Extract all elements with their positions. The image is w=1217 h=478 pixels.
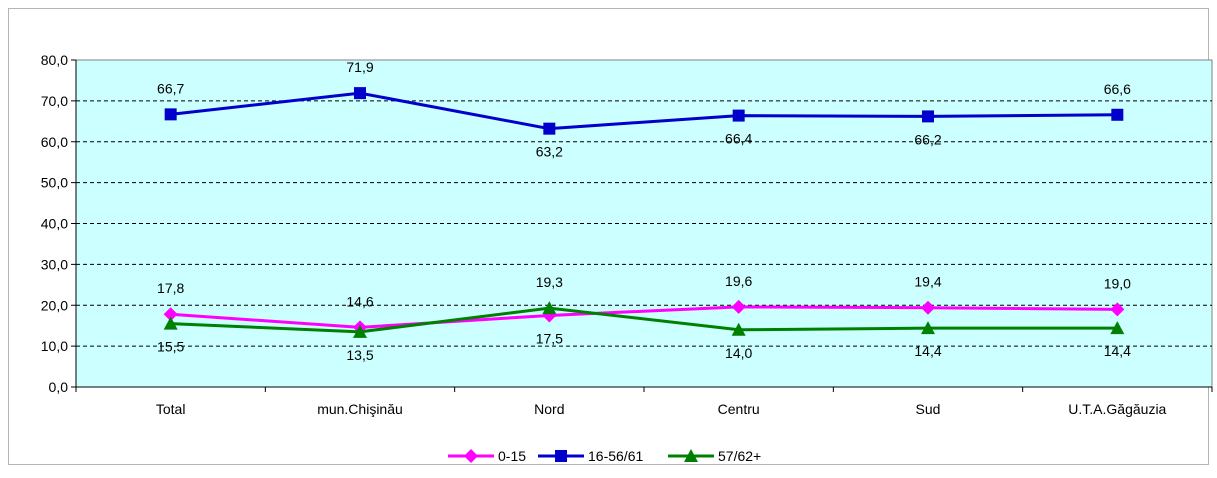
series-line [170, 91, 1118, 131]
data-point-marker [731, 322, 746, 336]
legend-item: 0-15 [448, 448, 526, 464]
data-label: 13,5 [346, 347, 373, 363]
y-tick-label: 50,0 [41, 175, 68, 191]
data-label: 66,2 [914, 131, 941, 147]
x-tick-label: Total [156, 401, 186, 417]
data-point-marker [555, 450, 567, 462]
series-line [170, 305, 1118, 329]
x-tick-label: U.T.A.Găgăuzia [1068, 401, 1166, 417]
y-tick-label: 80,0 [41, 52, 68, 68]
legend-label: 57/62+ [718, 448, 761, 464]
legend-item: 57/62+ [668, 448, 761, 464]
data-point-marker [684, 449, 698, 462]
data-label: 14,6 [346, 293, 373, 309]
y-tick-label: 60,0 [41, 134, 68, 150]
data-point-marker [731, 299, 746, 314]
data-point-marker [543, 122, 556, 135]
y-tick-label: 0,0 [49, 379, 69, 395]
data-label: 66,7 [157, 80, 184, 96]
x-tick-label: Sud [916, 401, 941, 417]
legend: 0-15 16-56/61 57/62+ [448, 448, 761, 464]
data-label: 19,4 [914, 274, 941, 290]
series-line [170, 306, 1118, 334]
data-label: 19,3 [536, 274, 563, 290]
data-point-marker [921, 300, 935, 315]
data-point-marker [163, 316, 178, 330]
data-labels: 17,8 14,6 17,5 19,6 19,4 19,0 66,7 71,9 63,2 66,4… [157, 59, 1131, 363]
data-label: 14,4 [1104, 343, 1131, 359]
y-tick-label: 30,0 [41, 256, 68, 272]
y-tick-label: 40,0 [41, 216, 68, 232]
x-tick-label: Centru [718, 401, 760, 417]
data-label: 66,6 [1104, 81, 1131, 97]
data-label: 15,5 [157, 339, 184, 355]
x-tick-label: Nord [534, 401, 564, 417]
data-point-marker [464, 449, 478, 463]
axes: 0,0 10,0 20,0 30,0 40,0 50,0 60,0 70,0 80,0 Total… [41, 52, 1213, 417]
data-label: 14,4 [914, 343, 941, 359]
legend-item: 16-56/61 [538, 448, 643, 464]
data-point-marker [921, 321, 935, 335]
data-point-marker [163, 307, 178, 322]
data-point-marker [1110, 302, 1125, 317]
data-label: 66,4 [725, 131, 752, 147]
y-tick-label: 70,0 [41, 93, 68, 109]
data-label: 19,6 [725, 273, 752, 289]
data-label: 17,5 [536, 330, 563, 346]
data-label: 71,9 [346, 59, 373, 75]
data-label: 17,8 [157, 280, 184, 296]
y-tick-label: 20,0 [41, 297, 68, 313]
series-group [163, 87, 1125, 338]
y-tick-label: 10,0 [41, 338, 68, 354]
gridlines [76, 100, 1212, 347]
data-point-marker [1110, 321, 1125, 335]
legend-label: 16-56/61 [588, 448, 643, 464]
data-point-marker [1111, 108, 1124, 121]
data-point-marker [542, 301, 557, 315]
x-tick-label: mun.Chişinău [317, 401, 403, 417]
data-label: 14,0 [725, 345, 752, 361]
data-point-marker [732, 109, 745, 122]
data-point-marker [922, 110, 934, 123]
data-point-marker [164, 108, 177, 121]
data-label: 63,2 [536, 144, 563, 160]
data-point-marker [354, 87, 366, 100]
data-label: 19,0 [1104, 275, 1131, 291]
legend-label: 0-15 [498, 448, 526, 464]
data-point-marker [353, 324, 367, 338]
